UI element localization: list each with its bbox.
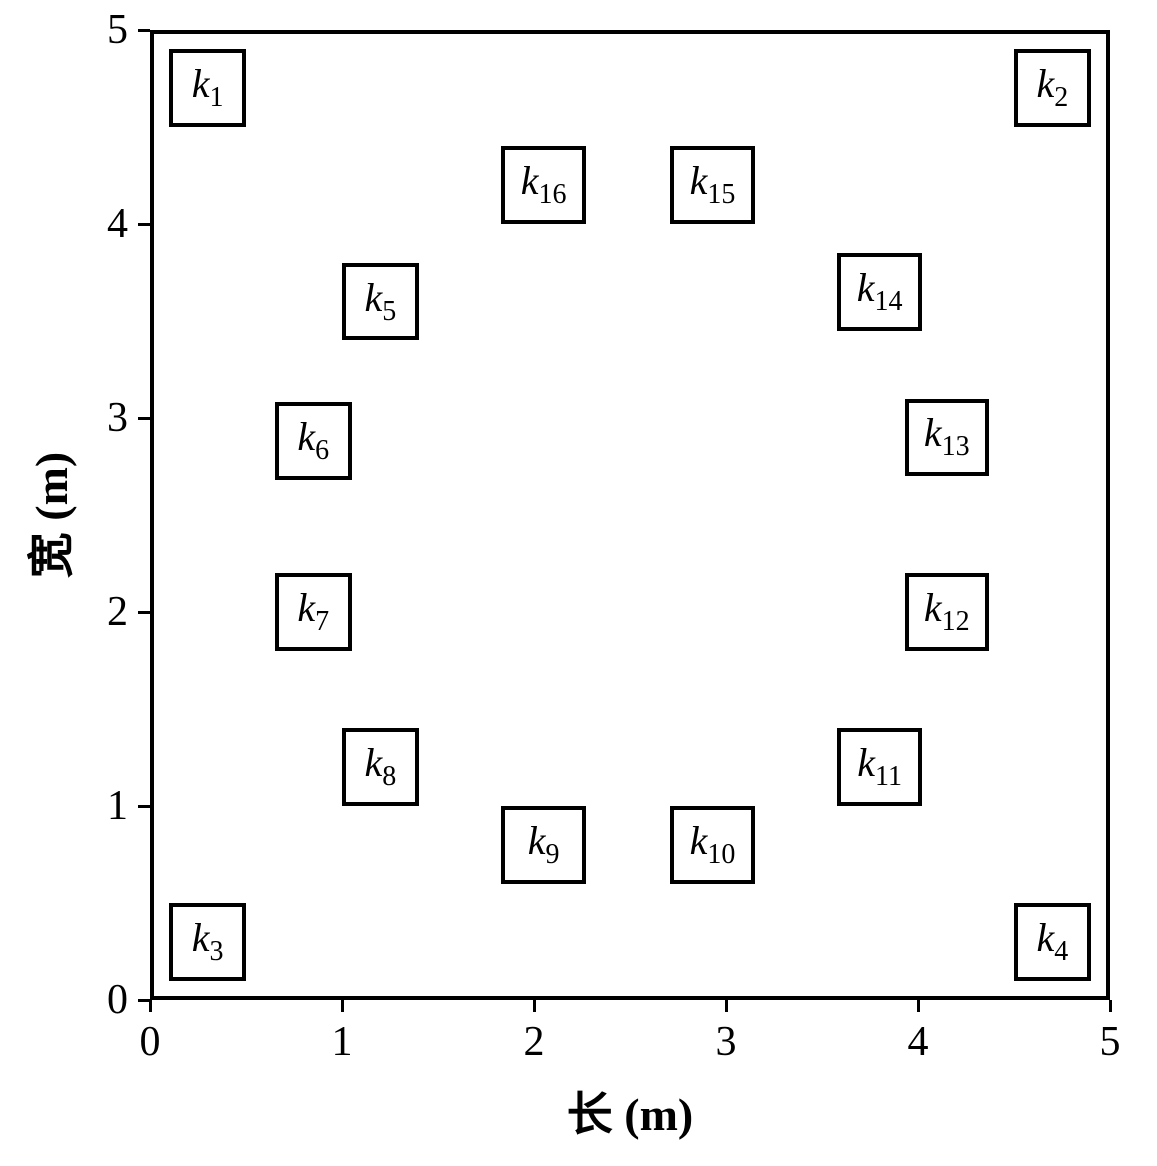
y-tick-label: 3 [107, 394, 128, 442]
node-k5: k5 [342, 263, 419, 341]
chart-container: 012345012345长 (m)宽 (m)k1k2k3k4k5k6k7k8k9… [0, 0, 1157, 1166]
node-label: k1 [192, 64, 224, 112]
node-subscript: 10 [707, 839, 735, 870]
node-k1: k1 [169, 49, 246, 127]
node-label: k7 [297, 588, 329, 636]
x-tick-label: 5 [1100, 1018, 1121, 1066]
node-label: k6 [297, 417, 329, 465]
node-subscript: 2 [1054, 82, 1068, 113]
node-k6: k6 [275, 402, 352, 480]
y-tick-label: 4 [107, 200, 128, 248]
node-label: k15 [690, 161, 736, 209]
node-label: k10 [690, 821, 736, 869]
node-k16: k16 [501, 146, 585, 224]
x-tick-label: 1 [332, 1018, 353, 1066]
x-tick-label: 2 [524, 1018, 545, 1066]
node-k7: k7 [275, 573, 352, 651]
node-subscript: 8 [382, 761, 396, 792]
x-tick-mark [917, 1000, 920, 1012]
node-k14: k14 [837, 253, 921, 331]
x-tick-label: 4 [908, 1018, 929, 1066]
x-tick-mark [149, 1000, 152, 1012]
node-k4: k4 [1014, 903, 1091, 981]
node-subscript: 15 [707, 179, 735, 210]
node-label: k8 [365, 743, 397, 791]
node-subscript: 7 [315, 606, 329, 637]
node-subscript: 13 [942, 431, 970, 462]
node-subscript: 5 [382, 296, 396, 327]
node-label: k5 [365, 278, 397, 326]
node-k9: k9 [501, 806, 585, 884]
node-subscript: 1 [209, 82, 223, 113]
node-subscript: 4 [1054, 936, 1068, 967]
plot-area [150, 30, 1110, 1000]
node-label: k2 [1037, 64, 1069, 112]
node-k10: k10 [670, 806, 754, 884]
node-k13: k13 [905, 399, 989, 477]
node-k8: k8 [342, 728, 419, 806]
node-k15: k15 [670, 146, 754, 224]
y-tick-mark [138, 999, 150, 1002]
node-subscript: 6 [315, 435, 329, 466]
x-tick-mark [725, 1000, 728, 1012]
node-label: k12 [924, 588, 970, 636]
y-tick-label: 0 [107, 976, 128, 1024]
node-subscript: 11 [875, 761, 902, 792]
node-label: k3 [192, 918, 224, 966]
node-subscript: 12 [942, 606, 970, 637]
y-tick-mark [138, 223, 150, 226]
y-tick-mark [138, 417, 150, 420]
node-k12: k12 [905, 573, 989, 651]
y-tick-mark [138, 611, 150, 614]
node-label: k14 [857, 268, 903, 316]
node-k2: k2 [1014, 49, 1091, 127]
node-subscript: 3 [209, 936, 223, 967]
node-subscript: 14 [874, 286, 902, 317]
node-label: k11 [857, 743, 902, 791]
node-k11: k11 [837, 728, 921, 806]
x-tick-label: 3 [716, 1018, 737, 1066]
x-axis-label: 长 (m) [567, 1078, 693, 1144]
node-subscript: 16 [538, 179, 566, 210]
y-tick-label: 1 [107, 782, 128, 830]
y-tick-label: 5 [107, 6, 128, 54]
node-label: k4 [1037, 918, 1069, 966]
y-tick-mark [138, 805, 150, 808]
x-tick-mark [1109, 1000, 1112, 1012]
node-subscript: 9 [545, 839, 559, 870]
x-tick-label: 0 [140, 1018, 161, 1066]
node-label: k13 [924, 413, 970, 461]
y-axis-label: 宽 (m) [15, 452, 81, 578]
y-tick-label: 2 [107, 588, 128, 636]
x-tick-mark [341, 1000, 344, 1012]
node-label: k9 [528, 821, 560, 869]
y-tick-mark [138, 29, 150, 32]
x-tick-mark [533, 1000, 536, 1012]
node-label: k16 [521, 161, 567, 209]
node-k3: k3 [169, 903, 246, 981]
